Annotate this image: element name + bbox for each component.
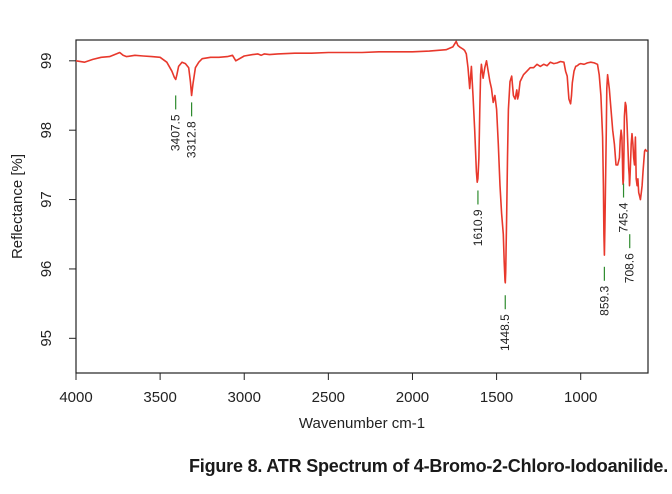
x-tick-label: 2000 xyxy=(396,389,429,406)
ir-spectrum-chart: 4000 3500 3000 2500 2000 1500 1000 95 96 97 98 99 3… xyxy=(9,39,649,432)
axes: 4000 3500 3000 2500 2000 1500 1000 95 96 97 98 99 xyxy=(38,39,649,406)
peak-label: 745.4 xyxy=(617,202,631,232)
x-tick-label: 4000 xyxy=(59,389,92,406)
x-axis-label: Wavenumber cm-1 xyxy=(299,415,425,432)
y-tick-label: 99 xyxy=(38,52,55,69)
x-tick-label: 1000 xyxy=(564,389,597,406)
peak-label: 1610.9 xyxy=(471,209,485,246)
y-tick-label: 96 xyxy=(38,261,55,278)
y-tick-label: 95 xyxy=(38,330,55,347)
y-axis-label: Reflectance [%] xyxy=(9,154,26,259)
peak-label: 1448.5 xyxy=(498,314,512,351)
x-tick-label: 2500 xyxy=(312,389,345,406)
spectrum-line xyxy=(75,40,649,284)
y-tick-label: 98 xyxy=(38,122,55,139)
figure-caption: Figure 8. ATR Spectrum of 4-Bromo-2-Chlo… xyxy=(188,456,668,476)
x-tick-label: 3500 xyxy=(143,389,176,406)
peak-label: 3407.5 xyxy=(169,114,183,151)
peak-label: 3312.8 xyxy=(185,121,199,158)
x-tick-label: 1500 xyxy=(480,389,513,406)
plot-area xyxy=(75,40,649,284)
x-tick-label: 3000 xyxy=(228,389,261,406)
peak-label: 708.6 xyxy=(623,253,637,283)
peak-label: 859.3 xyxy=(597,285,611,315)
peak-annotations: 3407.5 3312.8 1610.9 1448.5 859.3 745.4 708.6 xyxy=(169,95,637,351)
y-tick-label: 97 xyxy=(38,191,55,208)
plot-frame xyxy=(75,39,649,374)
